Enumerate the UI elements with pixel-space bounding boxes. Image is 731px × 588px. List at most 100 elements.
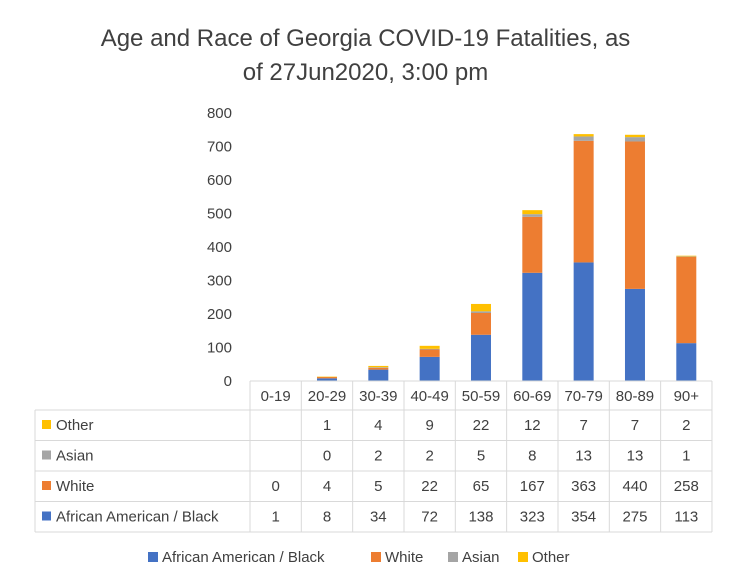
- chart-title-line-2: of 27Jun2020, 3:00 pm: [242, 59, 489, 86]
- bar-segment: [419, 349, 440, 357]
- bar-segment: [624, 134, 645, 138]
- table-value: 440: [622, 478, 647, 495]
- bar-segment: [522, 210, 543, 215]
- bar-segment: [419, 348, 440, 350]
- row-series-label: Asian: [56, 448, 94, 465]
- table-value: 0: [323, 448, 331, 465]
- legend-swatch: [371, 552, 381, 562]
- table-value: 5: [374, 478, 382, 495]
- y-tick-label: 800: [207, 105, 232, 122]
- table-value: 5: [477, 448, 485, 465]
- chart-title: Age and Race of Georgia COVID-19 Fatalit…: [0, 22, 731, 90]
- table-value: 12: [524, 417, 541, 434]
- category-label: 0-19: [261, 388, 291, 405]
- table-value: 22: [421, 478, 438, 495]
- table-value: 323: [520, 509, 545, 526]
- table-value: 0: [271, 478, 279, 495]
- chart-title-line-1: Age and Race of Georgia COVID-19 Fatalit…: [100, 25, 631, 52]
- table-value: 72: [421, 509, 438, 526]
- bar-segment: [316, 376, 337, 379]
- legend-swatch: [518, 552, 528, 562]
- category-label: 60-69: [513, 388, 551, 405]
- bar-segment: [368, 369, 389, 381]
- table-value: 258: [674, 478, 699, 495]
- table-value: 65: [473, 478, 490, 495]
- table-value: 167: [520, 478, 545, 495]
- table-value: 2: [374, 448, 382, 465]
- table-value: 13: [627, 448, 644, 465]
- bar-segment: [470, 311, 491, 313]
- category-label: 40-49: [410, 388, 448, 405]
- y-tick-label: 200: [207, 306, 232, 323]
- table-value: 9: [425, 417, 433, 434]
- table-value: 1: [682, 448, 690, 465]
- bar-segment: [676, 343, 697, 381]
- legend-label: African American / Black: [162, 549, 325, 566]
- legend-swatch: [448, 552, 458, 562]
- bar-segment: [419, 345, 440, 349]
- bar-segment: [368, 365, 389, 368]
- series-key-swatch: [42, 511, 51, 521]
- table-value: 275: [622, 509, 647, 526]
- bar-segment: [624, 288, 645, 381]
- table-value: 34: [370, 509, 387, 526]
- y-tick-label: 400: [207, 239, 232, 256]
- category-label: 90+: [674, 388, 700, 405]
- bar-segment: [522, 216, 543, 273]
- table-value: 2: [425, 448, 433, 465]
- bar-segment: [316, 376, 337, 378]
- category-label: 80-89: [616, 388, 654, 405]
- category-label: 50-59: [462, 388, 500, 405]
- bar-segment: [624, 137, 645, 142]
- bar-segment: [676, 255, 697, 257]
- table-value: 4: [323, 478, 331, 495]
- y-tick-label: 300: [207, 273, 232, 290]
- table-value: 363: [571, 478, 596, 495]
- table-value: 138: [468, 509, 493, 526]
- row-series-label: White: [56, 478, 94, 495]
- bar-segment: [676, 256, 697, 257]
- series-key-swatch: [42, 450, 51, 460]
- bar-segment: [368, 367, 389, 370]
- bar-segment: [316, 378, 337, 381]
- bar-segment: [470, 312, 491, 335]
- row-series-label: Other: [56, 417, 94, 434]
- table-value: 1: [323, 417, 331, 434]
- bar-segment: [368, 367, 389, 368]
- table-value: 7: [631, 417, 639, 434]
- y-tick-label: 100: [207, 340, 232, 357]
- bar-segment: [573, 136, 594, 141]
- category-label: 70-79: [564, 388, 602, 405]
- y-tick-label: 700: [207, 139, 232, 156]
- table-value: 113: [674, 509, 698, 526]
- table-value: 1: [271, 509, 279, 526]
- table-value: 13: [575, 448, 592, 465]
- bar-segment: [522, 272, 543, 381]
- table-value: 7: [579, 417, 587, 434]
- table-value: 22: [473, 417, 490, 434]
- bar-segment: [470, 303, 491, 312]
- bar-segment: [470, 334, 491, 381]
- bar-segment: [573, 262, 594, 381]
- table-value: 8: [528, 448, 536, 465]
- category-label: 30-39: [359, 388, 397, 405]
- y-tick-label: 600: [207, 172, 232, 189]
- table-value: 4: [374, 417, 382, 434]
- legend-label: Other: [532, 549, 570, 566]
- bar-segment: [573, 140, 594, 263]
- legend-label: White: [385, 549, 423, 566]
- bar-segment: [573, 134, 594, 137]
- series-key-swatch: [42, 420, 51, 429]
- bar-segment: [419, 356, 440, 381]
- bar-segment: [522, 214, 543, 217]
- table-value: 8: [323, 509, 331, 526]
- row-series-label: African American / Black: [56, 509, 219, 526]
- y-tick-label: 0: [224, 373, 232, 390]
- legend-swatch: [148, 552, 158, 562]
- bar-segment: [676, 256, 697, 344]
- table-value: 354: [571, 509, 596, 526]
- y-tick-label: 500: [207, 206, 232, 223]
- series-key-swatch: [42, 481, 51, 490]
- category-label: 20-29: [308, 388, 346, 405]
